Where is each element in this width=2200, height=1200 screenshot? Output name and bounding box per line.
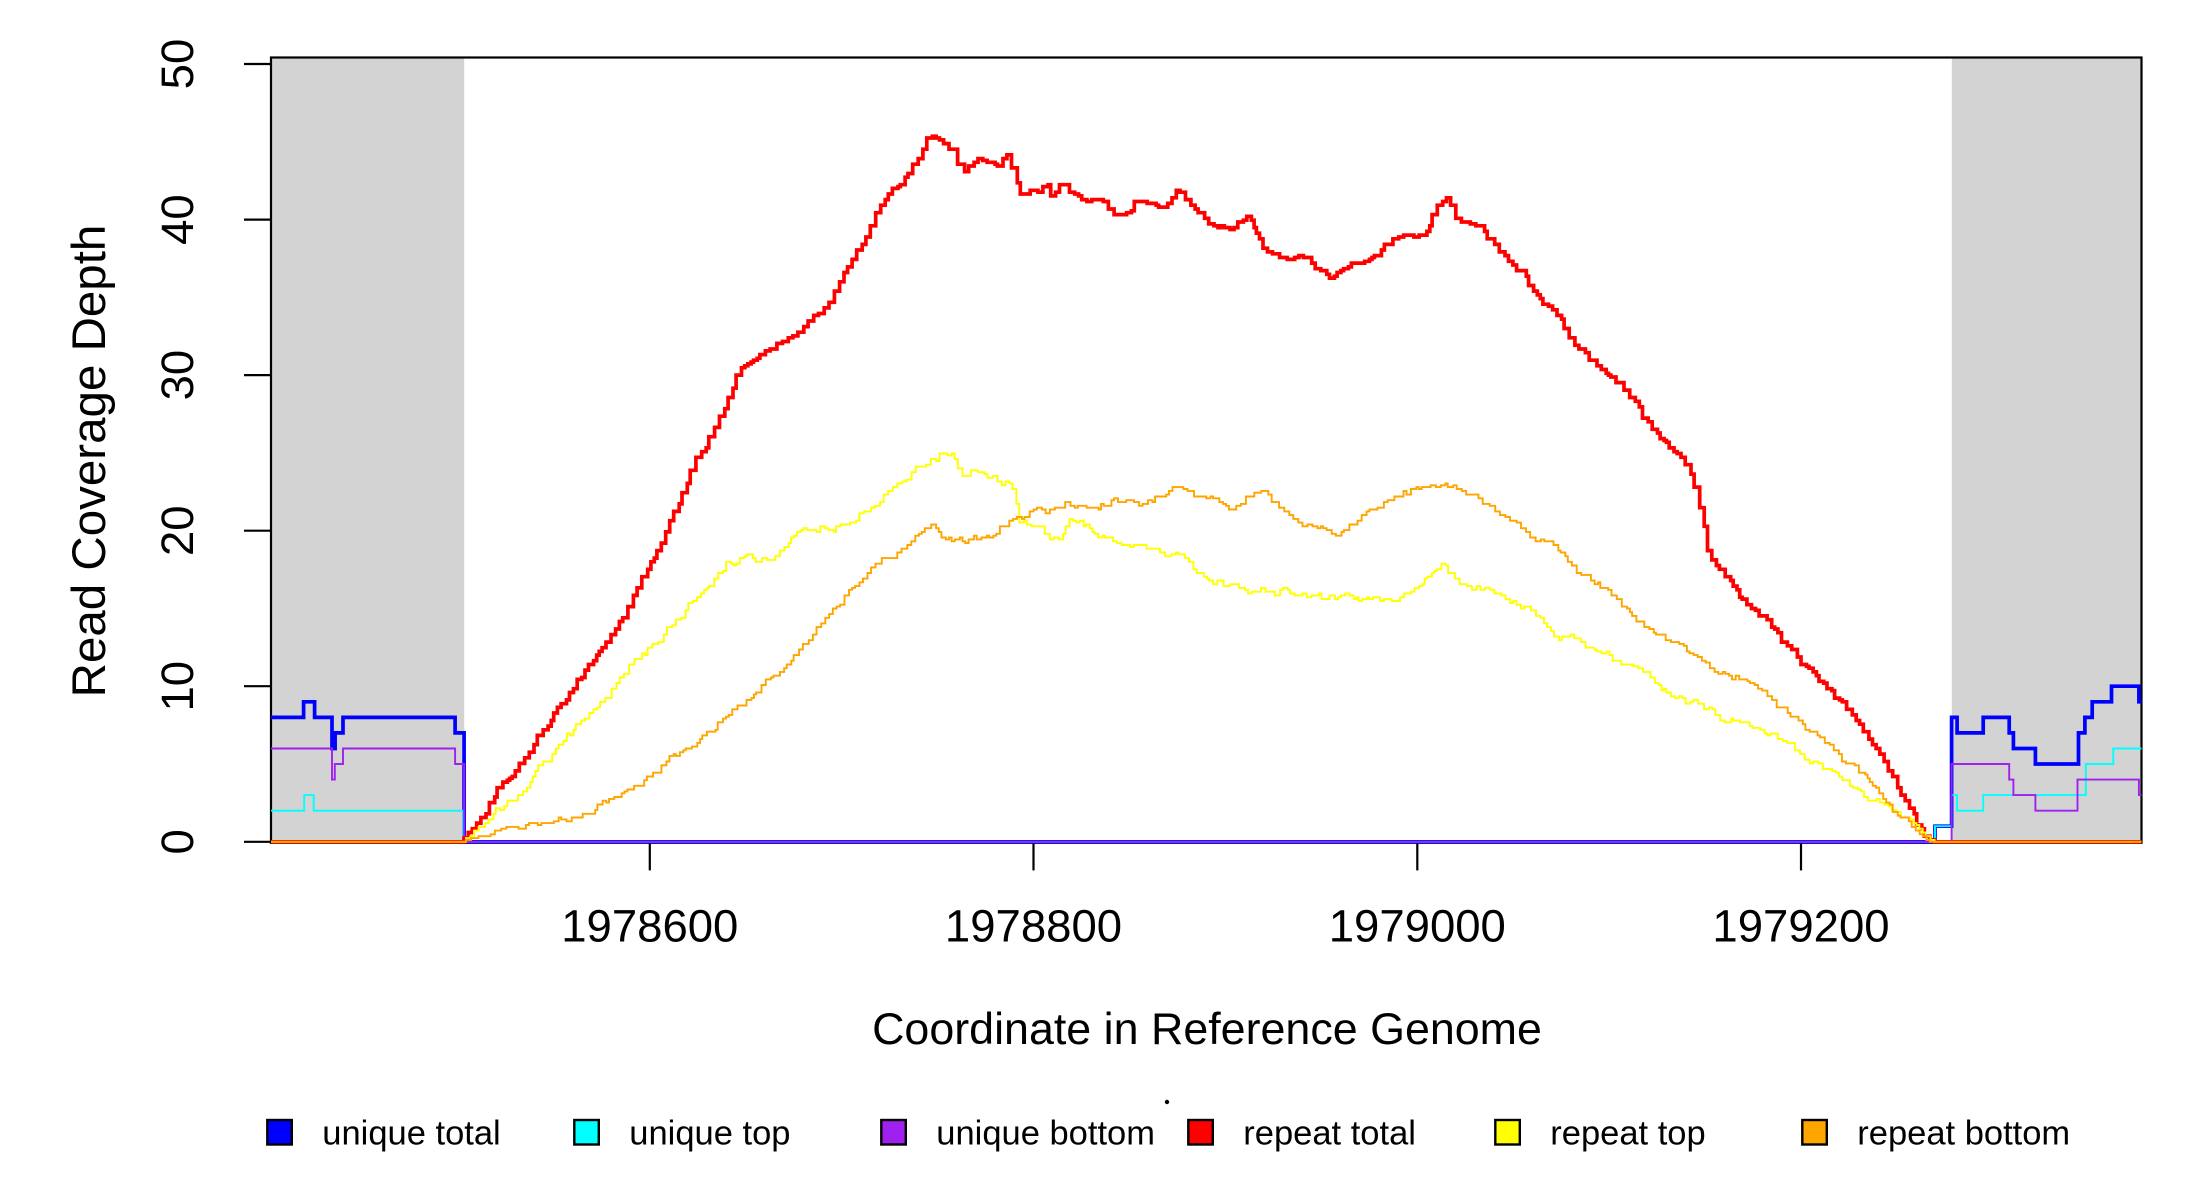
svg-text:50: 50 [152, 39, 203, 90]
svg-text:repeat top: repeat top [1550, 1115, 1705, 1153]
svg-text:0: 0 [152, 829, 203, 854]
svg-text:1979000: 1979000 [1329, 901, 1506, 952]
svg-text:1979200: 1979200 [1712, 901, 1889, 952]
svg-text:unique bottom: unique bottom [936, 1115, 1155, 1153]
svg-text:unique total: unique total [322, 1115, 500, 1153]
svg-text:Read Coverage Depth: Read Coverage Depth [63, 225, 116, 698]
svg-text:10: 10 [152, 661, 203, 712]
svg-text:repeat total: repeat total [1243, 1115, 1416, 1153]
svg-text:unique top: unique top [629, 1115, 790, 1153]
svg-text:Coordinate in Reference Genome: Coordinate in Reference Genome [872, 1004, 1542, 1054]
svg-text:20: 20 [152, 505, 203, 556]
svg-text:30: 30 [152, 350, 203, 401]
svg-text:1978800: 1978800 [945, 901, 1122, 952]
svg-text:1978600: 1978600 [561, 901, 738, 952]
svg-text:repeat bottom: repeat bottom [1857, 1115, 2070, 1153]
svg-text:40: 40 [152, 194, 203, 245]
